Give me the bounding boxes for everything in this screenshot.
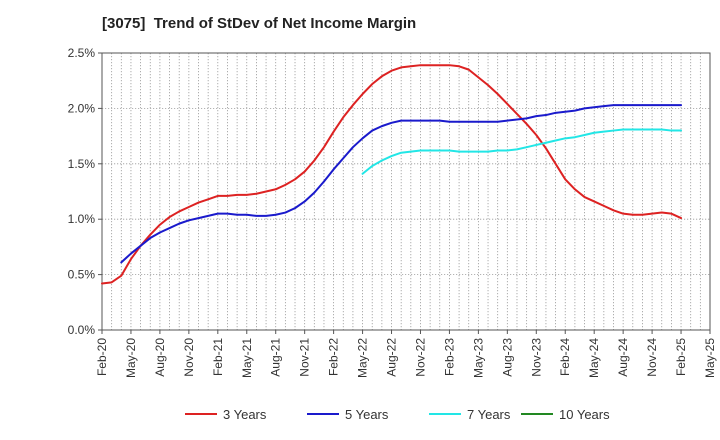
legend-label-10-years: 10 Years [559, 407, 610, 422]
x-tick-label: Feb-20 [95, 338, 109, 376]
x-tick-label: Nov-21 [298, 338, 312, 377]
x-tick-label: Aug-20 [153, 338, 167, 377]
y-tick-label: 1.5% [68, 157, 96, 171]
y-tick-label: 0.5% [68, 268, 96, 282]
series-line-3-years [101, 64, 683, 285]
x-tick-label: Nov-24 [645, 338, 659, 377]
x-tick-label: Aug-21 [269, 338, 283, 377]
x-tick-label: May-20 [124, 338, 138, 378]
y-tick-label: 2.5% [68, 46, 96, 60]
x-tick-label: May-23 [471, 338, 485, 378]
plot-area-border [101, 52, 711, 331]
legend-label-5-years: 5 Years [345, 407, 389, 422]
x-tick-label: Aug-22 [385, 338, 399, 377]
y-tick-label: 1.0% [68, 212, 96, 226]
x-tick-label: Nov-20 [182, 338, 196, 377]
x-tick-label: Feb-23 [442, 338, 456, 376]
legend-label-3-years: 3 Years [223, 407, 267, 422]
series-line-5-years [120, 104, 683, 264]
x-tick-label: May-25 [703, 338, 717, 378]
x-tick-label: Aug-23 [500, 338, 514, 377]
x-tick-label: Feb-22 [327, 338, 341, 376]
series-line-7-years [361, 128, 683, 175]
x-tick-label: Nov-22 [413, 338, 427, 377]
y-tick-label: 2.0% [68, 101, 96, 115]
chart-title: [3075] Trend of StDev of Net Income Marg… [102, 15, 417, 32]
x-tick-label: Feb-21 [211, 338, 225, 376]
x-tick-label: Aug-24 [616, 338, 630, 377]
legend-label-7-years: 7 Years [467, 407, 511, 422]
x-tick-label: Feb-24 [558, 338, 572, 376]
x-tick-label: Feb-25 [674, 338, 688, 376]
x-tick-label: May-24 [587, 338, 601, 378]
y-tick-label: 0.0% [68, 323, 96, 337]
x-tick-label: May-22 [356, 338, 370, 378]
x-tick-label: May-21 [240, 338, 254, 378]
x-tick-label: Nov-23 [529, 338, 543, 377]
